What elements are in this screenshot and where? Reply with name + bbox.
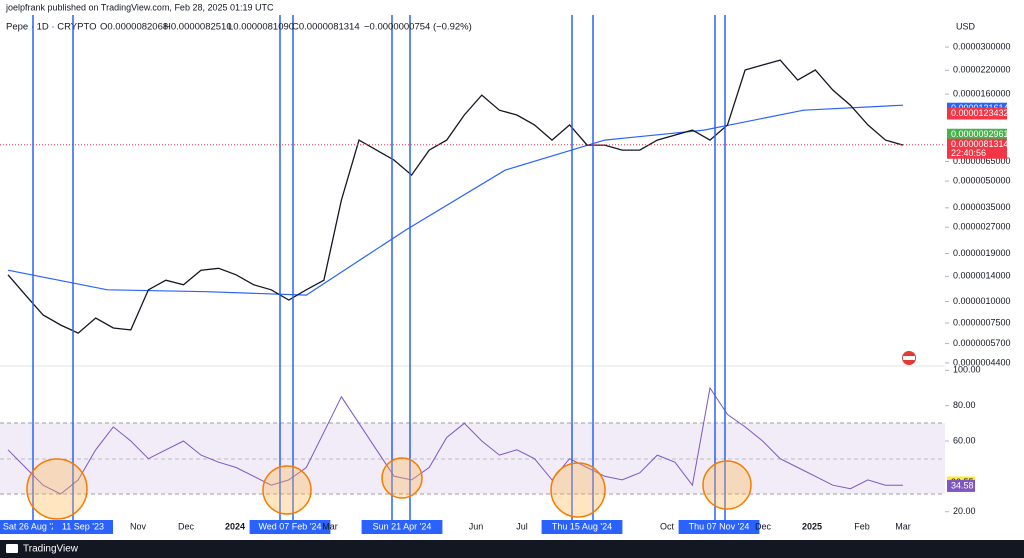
date-highlight [249, 520, 331, 534]
price-tag-label: 0.0000092961 [951, 129, 1009, 139]
time-label: 11 Sep '23 [62, 521, 104, 531]
ohlc-value: O0.0000082068 [100, 22, 168, 33]
time-label: Mar [895, 521, 911, 531]
currency: USD [956, 21, 976, 31]
logo [6, 544, 18, 553]
highlight-circles [26, 457, 752, 520]
price-tick-label: 0.0000220000 [953, 65, 1011, 75]
ohlc-value: L0.0000081090 [228, 22, 294, 33]
rsi-tick-label: 100.00 [953, 365, 981, 375]
price-tick-label: 0.0000065000 [953, 156, 1011, 166]
footer-brand: TradingView [23, 544, 79, 555]
price-tag [947, 128, 1007, 141]
vertical-markers [32, 15, 726, 520]
price-tick-label: 0.0000050000 [953, 175, 1011, 185]
date-highlight [53, 520, 113, 534]
time-label: 2025 [802, 521, 822, 531]
time-label: Dec [178, 521, 195, 531]
time-label: Feb [854, 521, 870, 531]
plot [0, 59, 945, 495]
ohlc-value: H0.0000082510 [164, 22, 232, 33]
price-tick-label: 0.0000007500 [953, 317, 1011, 327]
price-tick-label: 0.0000027000 [953, 222, 1011, 232]
date-highlight [541, 520, 623, 534]
price-tick-label: 0.0000019000 [953, 248, 1011, 258]
rsi-line [7, 386, 903, 495]
time-label: Mar [322, 521, 338, 531]
time-label: Dec [755, 521, 772, 531]
flag-icon [902, 351, 916, 365]
price-tag-label: 0.0000081314 [951, 139, 1009, 149]
rsi-tick-label: 60.00 [953, 435, 976, 445]
price-tag [947, 107, 1007, 120]
time-label: Jun [469, 521, 484, 531]
footer-bar [0, 540, 1024, 558]
symbol: Pepe · 1D · CRYPTO [6, 22, 96, 33]
price-tick-label: 0.0000300000 [953, 41, 1011, 51]
price-tick-label: 0.0000160000 [953, 88, 1011, 98]
ohlc-value: C0.0000081314 [292, 22, 360, 33]
ma-series [7, 104, 904, 296]
time-label: Sun 21 Apr '24 [373, 521, 432, 531]
price-tick-label: 0.0000035000 [953, 202, 1011, 212]
rsi-tag-label: 34.58 [951, 480, 974, 490]
time-label: Thu 07 Nov '24 [689, 521, 750, 531]
time-label: Nov [130, 521, 147, 531]
date-highlight [678, 520, 760, 534]
publisher: joelpfrank published on TradingView.com,… [5, 2, 274, 12]
time-label: Jul [516, 521, 528, 531]
rsi-tick-label: 20.00 [953, 506, 976, 516]
date-highlight [361, 520, 443, 534]
rsi-tag [947, 479, 975, 492]
price-tick-label: 0.0000004400 [953, 357, 1011, 367]
countdown: 22:40:56 [951, 148, 986, 158]
time-label: Oct [660, 521, 675, 531]
change: −0.0000000754 (−0.92%) [364, 22, 472, 33]
rsi-tick-label: 80.00 [953, 400, 976, 410]
price-tick-label: 0.0000014000 [953, 271, 1011, 281]
price-tick-label: 0.0000005700 [953, 338, 1011, 348]
time-label: Thu 15 Aug '24 [552, 521, 612, 531]
price-series [7, 59, 904, 334]
time-label: Sat 26 Aug '23 [3, 521, 61, 531]
time-label: Wed 07 Feb '24 [258, 521, 321, 531]
price-tag [947, 138, 1007, 159]
price-tag-label: 0.0000123432 [951, 108, 1009, 118]
price-tick-label: 0.0000010000 [953, 296, 1011, 306]
time-label: 2024 [225, 521, 245, 531]
